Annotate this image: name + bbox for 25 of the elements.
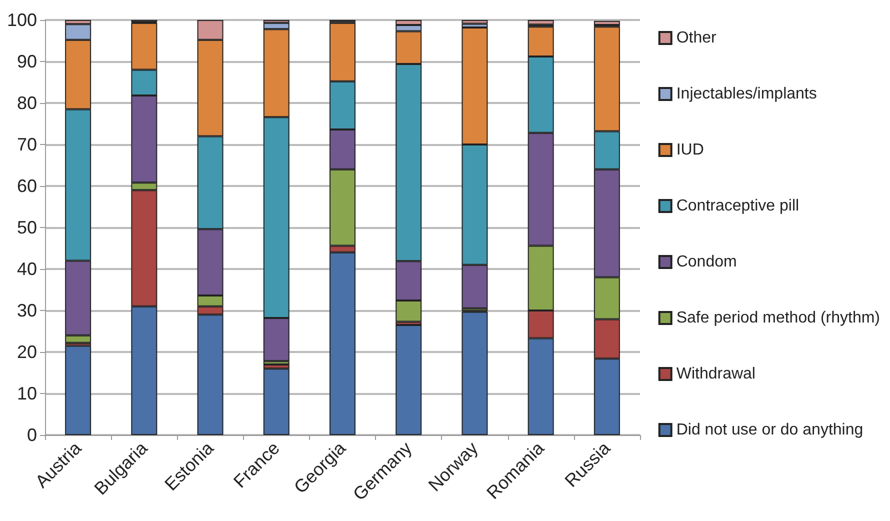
y-tick-label: 30 bbox=[16, 300, 37, 320]
y-tick-label: 20 bbox=[16, 342, 37, 362]
bar bbox=[528, 20, 554, 25]
y-tick-label: 70 bbox=[16, 134, 37, 154]
y-tick-label: 90 bbox=[16, 52, 37, 72]
legend-label: IUD bbox=[676, 142, 704, 158]
y-tick-label: 80 bbox=[16, 93, 37, 113]
bar bbox=[462, 20, 488, 24]
legend-label: Other bbox=[676, 30, 718, 46]
legend-label: Contraceptive pill bbox=[676, 198, 800, 214]
y-tick-label: 50 bbox=[16, 218, 37, 238]
y-tick-label: 0 bbox=[26, 425, 37, 445]
bar bbox=[396, 325, 422, 435]
bar bbox=[263, 368, 290, 435]
legend-label: Injectables/implants bbox=[676, 86, 817, 102]
y-tick-label: 60 bbox=[16, 176, 37, 196]
legend-label: Condom bbox=[676, 254, 737, 270]
legend-label: Withdrawal bbox=[676, 366, 756, 382]
y-tick-label: 10 bbox=[16, 384, 37, 404]
bar bbox=[462, 312, 488, 435]
y-tick-label: 40 bbox=[16, 259, 37, 279]
y-tick-label: 100 bbox=[6, 10, 37, 30]
legend-label: Did not use or do anything bbox=[676, 422, 864, 438]
legend-label: Safe period method (rhythm) bbox=[676, 310, 880, 326]
bar bbox=[65, 346, 92, 435]
